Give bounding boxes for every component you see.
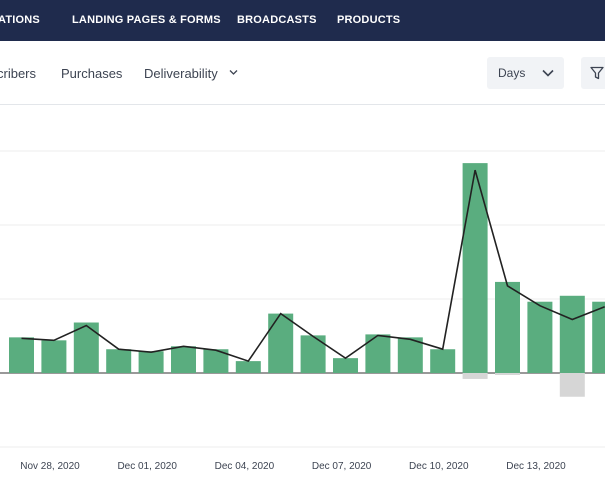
x-tick-label: Dec 01, 2020 <box>117 461 177 472</box>
bar[interactable] <box>559 295 585 373</box>
bar[interactable] <box>365 334 391 373</box>
x-tick-label: Dec 13, 2020 <box>506 461 566 472</box>
period-select[interactable]: Days <box>487 57 564 89</box>
bar[interactable] <box>300 335 326 373</box>
bar[interactable] <box>203 349 229 373</box>
tab-subscribers[interactable]: cribers <box>0 66 37 81</box>
x-tick-label: Nov 28, 2020 <box>20 461 80 472</box>
bar[interactable] <box>9 337 34 373</box>
bar[interactable] <box>268 313 294 373</box>
chevron-down-icon <box>542 69 554 77</box>
bar[interactable] <box>41 340 67 373</box>
bar[interactable] <box>397 337 423 373</box>
filter-icon <box>590 66 604 80</box>
negative-bar[interactable] <box>495 373 520 375</box>
x-tick-label: Dec 07, 2020 <box>312 461 372 472</box>
nav-products[interactable]: PRODUCTS <box>337 14 401 26</box>
chart-area: Nov 28, 2020 Dec 01, 2020 Dec 04, 2020 Dec … <box>0 150 605 472</box>
filter-button[interactable] <box>581 57 605 89</box>
nav-landing-pages-forms[interactable]: LANDING PAGES & FORMS <box>72 14 221 26</box>
tab-deliverability[interactable]: Deliverability <box>144 66 218 81</box>
bar[interactable] <box>495 281 520 373</box>
chevron-down-icon[interactable] <box>229 69 238 76</box>
x-axis-labels: Nov 28, 2020 Dec 01, 2020 Dec 04, 2020 Dec … <box>20 461 566 472</box>
x-tick-label: Dec 04, 2020 <box>215 461 275 472</box>
negative-bar[interactable] <box>559 373 585 397</box>
bar[interactable] <box>527 301 553 373</box>
period-select-value: Days <box>498 66 526 80</box>
bar[interactable] <box>235 361 261 373</box>
trend-line <box>21 169 605 363</box>
bar[interactable] <box>333 358 358 373</box>
bar[interactable] <box>138 351 164 373</box>
bar[interactable] <box>106 349 132 373</box>
positive-bars <box>9 163 605 373</box>
negative-bars <box>462 373 585 397</box>
bar[interactable] <box>430 349 456 373</box>
bar[interactable] <box>171 346 196 373</box>
nav-automations[interactable]: ATIONS <box>0 14 40 26</box>
bar[interactable] <box>462 163 488 373</box>
top-navigation: ATIONS LANDING PAGES & FORMS BROADCASTS … <box>0 0 605 41</box>
bar[interactable] <box>592 301 605 373</box>
tab-purchases[interactable]: Purchases <box>61 66 123 81</box>
nav-broadcasts[interactable]: BROADCASTS <box>237 14 317 26</box>
x-tick-label: Dec 10, 2020 <box>409 461 469 472</box>
negative-bar[interactable] <box>462 373 488 379</box>
report-tabs-bar: cribers Purchases Deliverability Days <box>0 41 605 105</box>
